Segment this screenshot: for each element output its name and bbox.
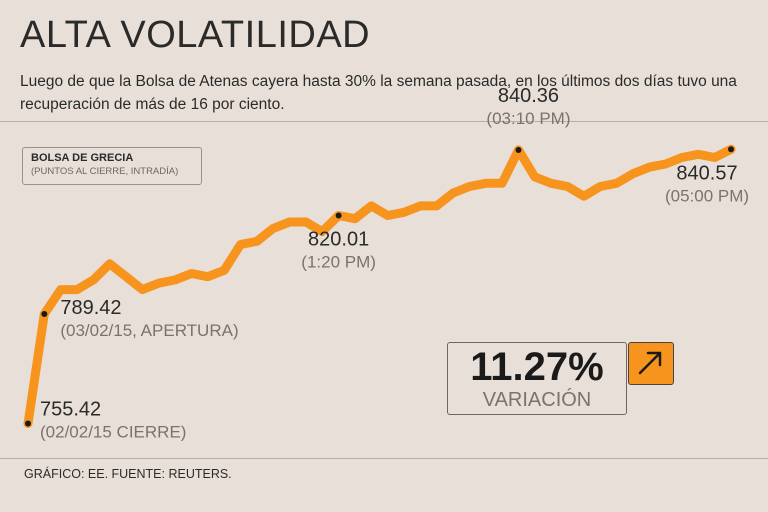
legend-title: BOLSA DE GRECIA <box>31 152 134 164</box>
data-label-value-3: 840.36 <box>498 85 559 107</box>
series-line-layer <box>23 144 736 428</box>
data-label-value-2: 820.01 <box>308 228 369 250</box>
data-label-time-1: (03/02/15, APERTURA) <box>60 321 238 340</box>
source-note: GRÁFICO: EE. FUENTE: REUTERS. <box>24 467 232 481</box>
data-point-4 <box>728 146 734 153</box>
variation-label: VARIACIÓN <box>482 389 592 411</box>
bottom-divider <box>0 458 768 459</box>
data-label-value-4: 840.57 <box>676 162 737 184</box>
data-label-value-1: 789.42 <box>60 297 121 319</box>
variation-box: 11.27% VARIACIÓN <box>447 342 627 415</box>
chart-subtitle: Luego de que la Bolsa de Atenas cayera h… <box>20 73 737 113</box>
annotation-label-layer: 755.42 (02/02/15 CIERRE) 789.42 (03/02/15, … <box>40 85 749 442</box>
data-label-time-2: (1:20 PM) <box>301 252 376 271</box>
arrow-up-right-icon <box>628 342 674 385</box>
data-point-2 <box>335 212 342 219</box>
data-label-value-0: 755.42 <box>40 399 101 421</box>
top-divider <box>0 121 768 122</box>
data-point-layer <box>25 146 734 427</box>
data-label-time-3: (03:10 PM) <box>486 109 570 128</box>
data-label-time-4: (05:00 PM) <box>665 186 749 205</box>
legend-subtitle: (PUNTOS AL CIERRE, INTRADÍA) <box>31 166 179 177</box>
data-point-1 <box>41 311 48 318</box>
series-line <box>23 144 736 428</box>
data-label-time-0: (02/02/15 CIERRE) <box>40 423 186 442</box>
variation-value: 11.27% <box>470 345 604 389</box>
data-point-3 <box>515 146 522 153</box>
data-point-0 <box>25 420 31 427</box>
legend-box: BOLSA DE GRECIA (PUNTOS AL CIERRE, INTRA… <box>22 147 202 185</box>
chart-title: ALTA VOLATILIDAD <box>20 14 371 56</box>
